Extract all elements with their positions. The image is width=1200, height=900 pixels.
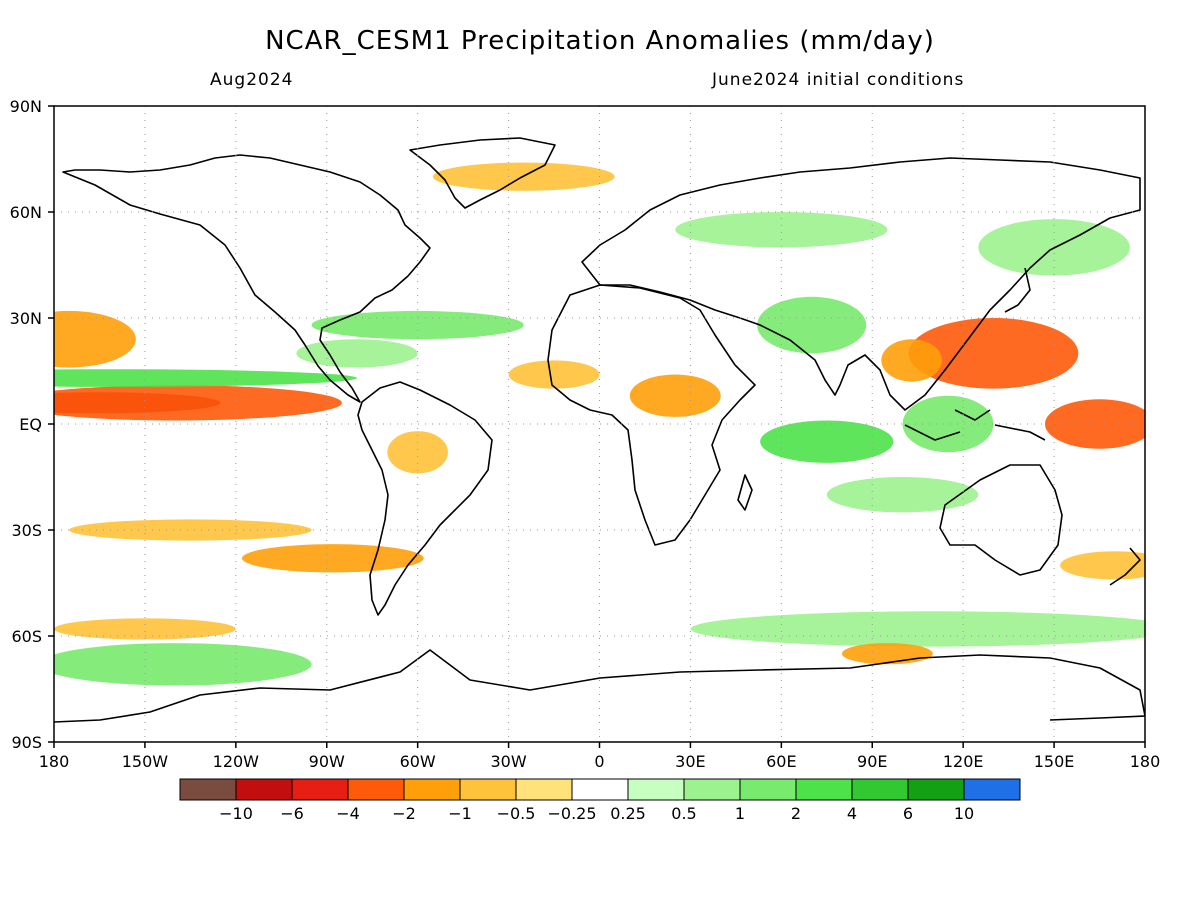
coastline-antarctica [54,649,1145,723]
lon-label: 30E [675,752,705,771]
colorbar-swatch [795,778,853,801]
colorbar-label: 0.25 [610,804,646,823]
lat-label: 30N [10,309,42,328]
colorbar-label: −6 [280,804,304,823]
anomaly-region-19 [54,618,236,640]
coastline-madagascar [737,474,753,511]
colorbar-label: −10 [219,804,253,823]
colorbar-label: 4 [847,804,857,823]
lon-label: 60E [766,752,796,771]
colorbar-swatch [235,778,293,801]
anomaly-region-2 [54,310,136,368]
colorbar-label: 1 [735,804,745,823]
colorbar-label: −2 [392,804,416,823]
colorbar-label: 0.5 [671,804,696,823]
anomaly-region-11 [508,360,600,389]
colorbar-label: 10 [954,804,974,823]
anomaly-region-1 [54,385,342,421]
colorbar-label: −0.5 [497,804,536,823]
anomaly-region-22 [675,212,888,248]
coastline-greenland [409,137,556,209]
coastline-north-america [62,154,431,403]
colorbar-swatch [515,778,573,801]
lon-label: 120W [213,752,260,771]
lon-label: 0 [594,752,604,771]
lon-label: 150E [1034,752,1075,771]
colorbar-swatch [291,778,349,801]
coastlines [54,137,1145,723]
colorbar-label: 2 [791,804,801,823]
lat-label: 90N [10,97,42,116]
coastline-japan [1004,267,1031,313]
colorbar-swatch [963,778,1021,801]
colorbar-swatch [851,778,909,801]
anomaly-region-13 [296,339,418,368]
coastline-new-zealand [1109,547,1141,586]
colorbar-swatch [739,778,797,801]
valid-month-label: Aug2024 [210,70,294,90]
lon-label: 90E [857,752,887,771]
anomaly-region-9 [902,395,994,453]
anomaly-region-17 [54,643,312,686]
lat-label: EQ [19,415,42,434]
lon-label: 150W [122,752,169,771]
graticule [54,106,1145,742]
lat-label: 90S [11,733,42,752]
anomaly-region-10 [629,374,721,417]
anomaly-region-24 [826,477,979,513]
colorbar-label: −1 [448,804,472,823]
colorbar-swatch [347,778,405,801]
lat-label: 30S [11,521,42,540]
anomaly-region-6 [881,339,942,382]
coastline-maritime-continent [904,409,1046,441]
colorbar-swatch [571,778,629,801]
lat-label: 60N [10,203,42,222]
latitude-labels: 90N 60N 30N EQ 30S 60S 90S [10,97,54,752]
colorbar-label: −0.25 [547,804,596,823]
lon-label: 180 [39,752,70,771]
anomaly-region-3 [54,369,357,387]
colorbar-swatch [179,778,237,801]
anomaly-region-14 [241,544,424,573]
lon-label: 90W [309,752,345,771]
colorbar-label: 6 [903,804,913,823]
coastline-australia [939,464,1063,576]
colorbar-swatch [627,778,685,801]
colorbar-label: −4 [336,804,360,823]
anomaly-region-5 [908,318,1079,389]
anomaly-region-12 [311,310,524,340]
colorbar-labels: −10 −6 −4 −2 −1 −0.5 −0.25 0.25 0.5 1 2 4 6 10 [219,804,974,823]
lon-label: 180 [1130,752,1161,771]
coastline-africa [547,284,756,546]
colorbar-swatch [403,778,461,801]
coastline-south-america [357,381,493,616]
lon-label: 30W [490,752,526,771]
lon-label: 60W [400,752,436,771]
colorbar [179,778,1021,801]
init-conditions-label: June2024 initial conditions [712,70,965,90]
longitude-labels: 180 150W 120W 90W 60W 30W 0 30E 60E 90E 120E 150E 18… [39,742,1161,771]
anomaly-region-8 [760,420,894,463]
anomaly-region-18 [690,611,1145,647]
lat-label: 60S [11,627,42,646]
map-title: NCAR_CESM1 Precipitation Anomalies (mm/d… [265,26,935,56]
colorbar-swatch [907,778,965,801]
anomaly-region-7 [757,296,867,354]
coastline-eurasia [581,157,1141,411]
anomaly-region-25 [1060,551,1145,580]
colorbar-swatch [459,778,517,801]
anomaly-region-4 [1045,399,1145,449]
anomaly-region-16 [387,431,448,474]
anomaly-region-15 [69,519,312,541]
anomaly-region-20 [841,643,933,665]
colorbar-swatch [683,778,741,801]
lon-label: 120E [943,752,984,771]
